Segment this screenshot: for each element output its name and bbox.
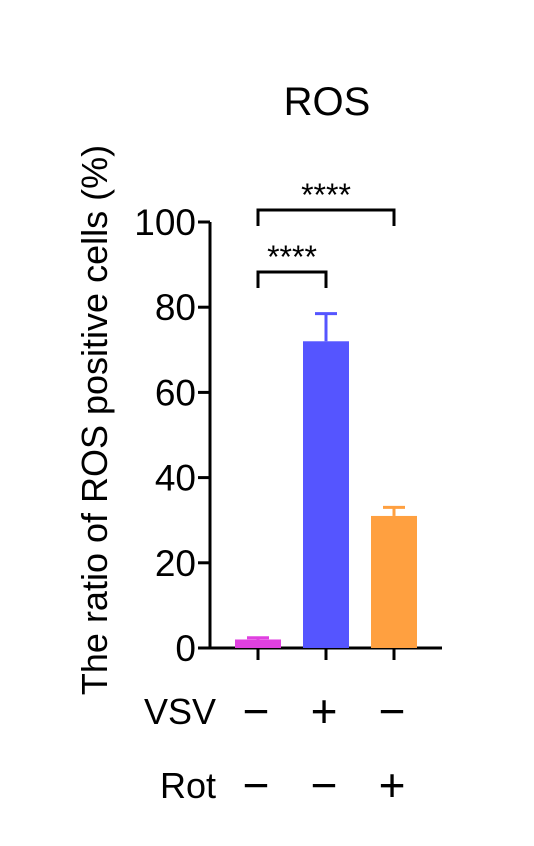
significance-label: ****: [301, 177, 351, 213]
condition-mark: −: [243, 759, 270, 811]
y-tick-label: 20: [155, 543, 196, 584]
y-tick-label: 100: [134, 202, 196, 243]
condition-mark: −: [243, 685, 270, 737]
condition-mark: −: [379, 685, 406, 737]
condition-label: Rot: [160, 765, 216, 806]
axes: 0 20 40 60 80 100: [134, 202, 442, 669]
chart-title: ROS: [284, 80, 371, 124]
condition-mark: +: [311, 685, 338, 737]
significance-bracket: [256, 208, 396, 226]
y-tick-label: 60: [155, 372, 196, 413]
bar: [371, 515, 417, 648]
significance-brackets: **** ****: [256, 177, 396, 288]
bar: [303, 341, 349, 648]
significance-bracket: [256, 270, 328, 288]
y-tick-label: 40: [155, 458, 196, 499]
condition-label: VSV: [144, 691, 216, 732]
bar: [235, 639, 281, 648]
condition-mark: +: [379, 759, 406, 811]
y-tick-label: 80: [155, 287, 196, 328]
condition-mark: −: [311, 759, 338, 811]
condition-table: VSV − + −Rot − − +: [144, 685, 405, 811]
y-axis-label: The ratio of ROS positive cells (%): [74, 145, 115, 695]
significance-label: ****: [267, 239, 317, 275]
bars: [235, 312, 417, 648]
y-tick-label: 0: [175, 628, 196, 669]
